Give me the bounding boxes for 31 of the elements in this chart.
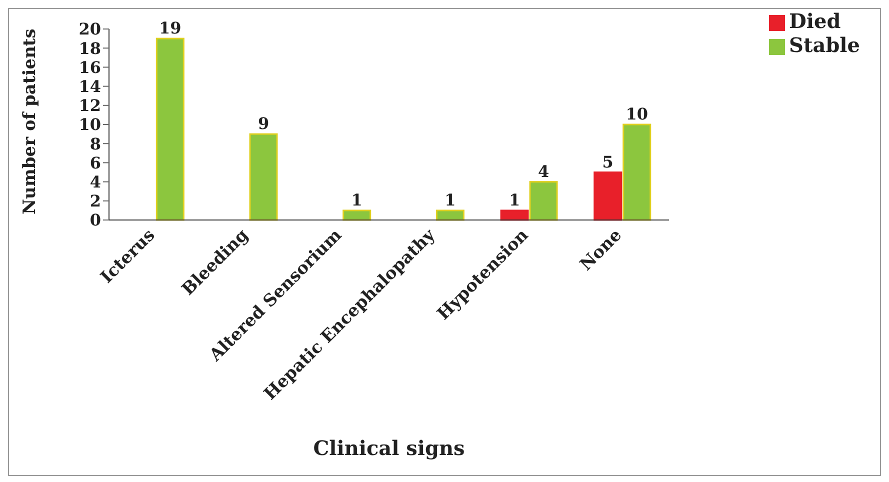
y-tick-label: 10 [78, 115, 101, 134]
bar [594, 172, 622, 221]
data-label: 1 [351, 190, 362, 210]
y-tick-label: 2 [90, 192, 101, 211]
y-tick-label: 14 [78, 76, 101, 96]
y-tick-label: 8 [90, 134, 101, 154]
y-tick-label: 20 [78, 20, 101, 39]
bar [529, 181, 558, 221]
y-tick-label: 12 [78, 96, 101, 116]
data-label: 9 [258, 114, 270, 134]
bar [249, 133, 278, 221]
y-tick-label: 4 [90, 172, 101, 192]
legend-label: Died [789, 9, 841, 33]
bar [436, 210, 464, 221]
data-label: 10 [626, 104, 648, 124]
y-tick-label: 6 [90, 153, 101, 172]
y-tick-label: 0 [90, 210, 101, 230]
y-tick-label: 16 [78, 58, 101, 77]
bar [342, 210, 372, 221]
y-axis-title: Number of patients [20, 28, 40, 214]
legend-label: Stable [789, 33, 860, 57]
data-label: 19 [159, 18, 182, 38]
bar [622, 124, 652, 221]
data-label: 1 [508, 190, 520, 210]
bar [500, 210, 529, 221]
x-axis-title: Clinical signs [313, 436, 465, 460]
data-label: 1 [444, 190, 456, 210]
y-tick-label: 18 [78, 38, 101, 58]
bar [156, 38, 184, 221]
data-label: 4 [538, 162, 550, 181]
data-label: 5 [602, 152, 614, 172]
